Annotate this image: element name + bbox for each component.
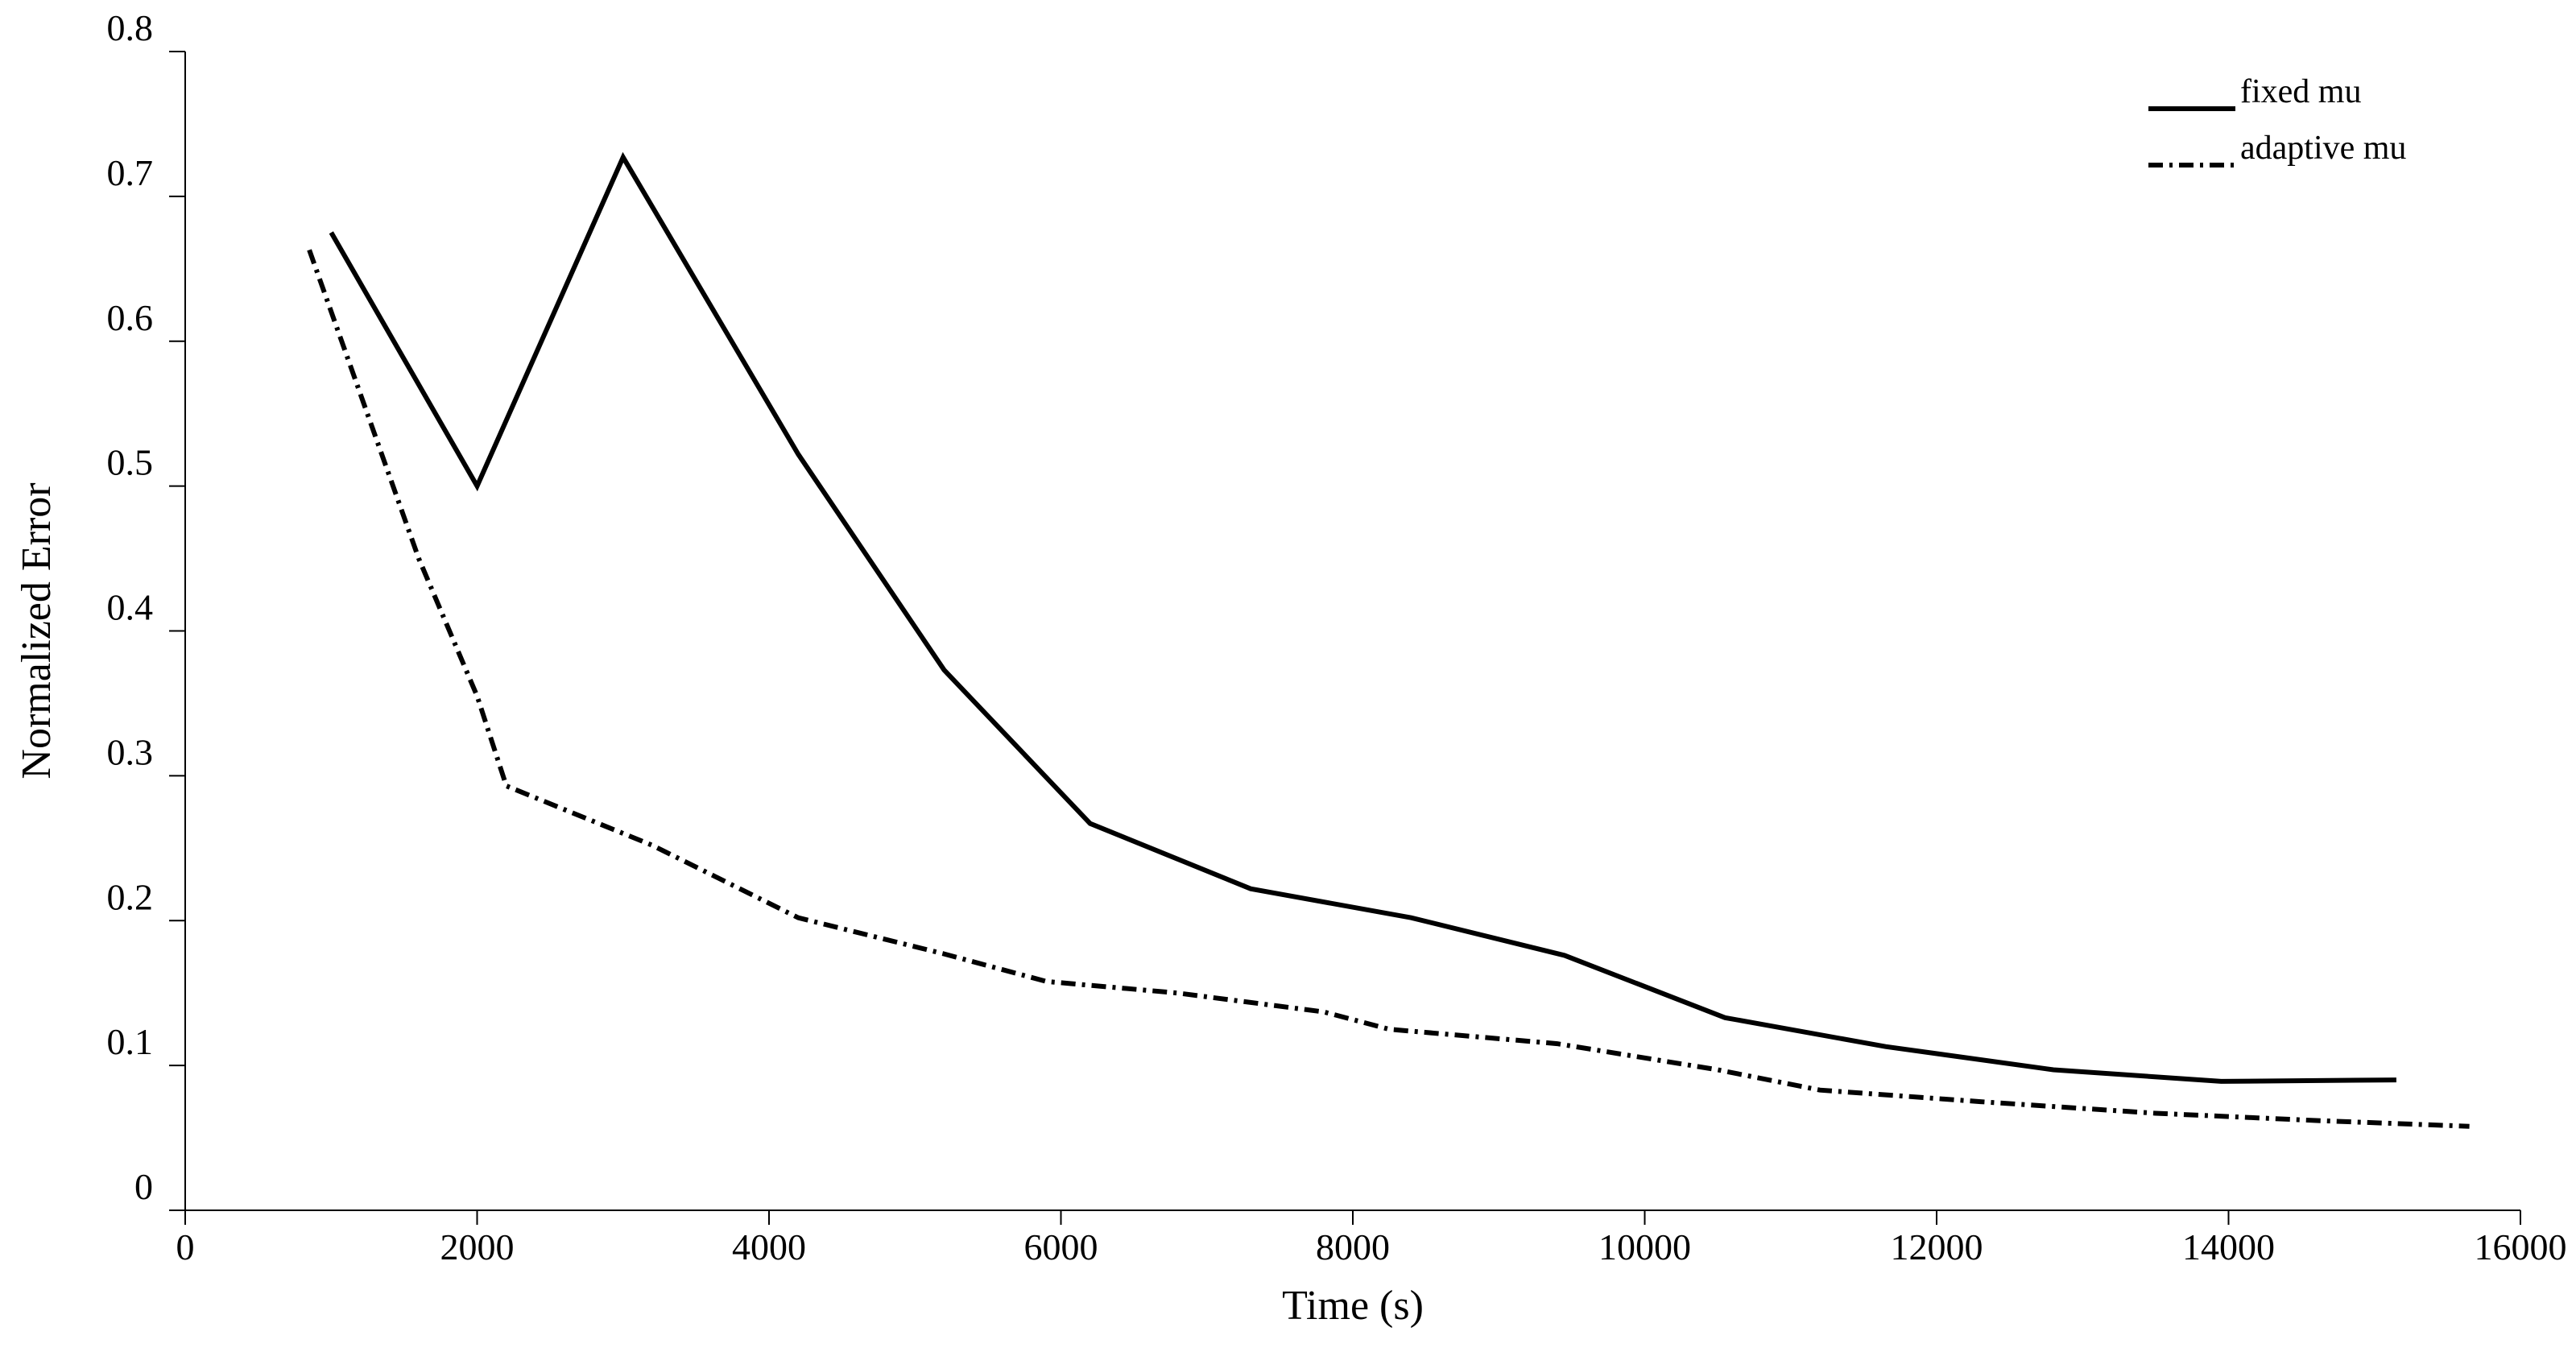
- y-tick-label: 0.8: [107, 7, 154, 48]
- y-tick-label: 0.2: [107, 876, 154, 917]
- y-tick-label: 0.4: [107, 587, 154, 628]
- legend-item-fixed-mu: fixed mu: [2148, 73, 2361, 111]
- x-tick-label: 4000: [732, 1226, 806, 1267]
- x-tick-label: 14000: [2182, 1226, 2275, 1267]
- plot-area: 0 0.1 0.2 0.3 0.4 0.5 0.6 0.7 0.8 0 2000 4000 6000 8…: [107, 7, 2567, 1267]
- x-tick-label: 6000: [1024, 1226, 1098, 1267]
- x-tick-label: 16000: [2475, 1226, 2567, 1267]
- y-axis-title: Normalized Error: [14, 482, 60, 779]
- x-axis-ticks: 0 2000 4000 6000 8000 10000 12000 14000 16000: [176, 1210, 2567, 1267]
- legend-label-adaptive-mu: adaptive mu: [2240, 130, 2406, 167]
- x-tick-label: 0: [176, 1226, 195, 1267]
- y-axis-ticks: 0 0.1 0.2 0.3 0.4 0.5 0.6 0.7 0.8: [107, 7, 185, 1211]
- y-tick-label: 0.3: [107, 731, 154, 772]
- y-tick-label: 0: [134, 1166, 153, 1207]
- legend-item-adaptive-mu: adaptive mu: [2148, 130, 2406, 167]
- x-axis-title: Time (s): [1282, 1283, 1424, 1329]
- x-tick-label: 12000: [1891, 1226, 1983, 1267]
- legend: fixed mu adaptive mu: [2148, 73, 2406, 167]
- y-tick-label: 0.5: [107, 442, 154, 483]
- y-tick-label: 0.6: [107, 297, 154, 338]
- x-tick-label: 10000: [1598, 1226, 1691, 1267]
- series-layer: [307, 151, 2470, 1129]
- legend-label-fixed-mu: fixed mu: [2240, 73, 2361, 110]
- x-tick-label: 8000: [1316, 1226, 1390, 1267]
- x-tick-label: 2000: [440, 1226, 515, 1267]
- y-tick-label: 0.7: [107, 152, 154, 193]
- series-line-fixed-mu: [329, 151, 2396, 1084]
- y-tick-label: 0.1: [107, 1021, 154, 1062]
- series-line-adaptive-mu: [307, 249, 2470, 1129]
